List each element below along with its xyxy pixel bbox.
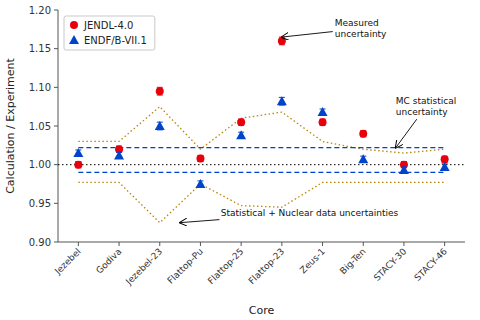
error-bar [320, 119, 326, 125]
x-tick-label: Flattop-25 [206, 246, 246, 286]
point [399, 165, 409, 174]
y-tick-label: 0.90 [29, 237, 51, 248]
error-bar [279, 37, 285, 45]
point [195, 179, 205, 188]
series-5 [73, 96, 449, 188]
point [318, 107, 328, 116]
x-tick-label: Zeus-1 [298, 246, 327, 275]
y-tick-label: 1.20 [29, 5, 51, 16]
y-tick-label: 1.15 [29, 43, 51, 54]
legend-marker [69, 35, 79, 44]
y-tick [54, 126, 58, 127]
annotation-line: MC statistical [396, 96, 456, 106]
y-tick-label: 0.95 [29, 198, 51, 209]
legend-label: JENDL-4.0 [83, 20, 133, 31]
annotation-text: Statistical + Nuclear data uncertainties [221, 208, 399, 218]
x-tick [322, 242, 323, 246]
error-bar [238, 119, 244, 125]
error-bar [442, 156, 448, 162]
band-line [78, 147, 444, 148]
x-tick [241, 242, 242, 246]
point [236, 130, 246, 139]
point [73, 148, 83, 157]
legend: JENDL-4.0 ENDF/B-VII.1 [64, 16, 155, 50]
y-tick [54, 242, 58, 243]
x-tick-label: Flattop-23 [247, 246, 287, 286]
y-tick [54, 10, 58, 11]
x-tick [78, 242, 79, 246]
point [114, 150, 124, 159]
x-tick [444, 242, 445, 246]
series-4 [74, 37, 448, 169]
annotations: MeasureduncertaintyMC statisticaluncerta… [180, 18, 456, 223]
point [278, 37, 286, 45]
x-tick [403, 242, 404, 246]
annotation-line: uncertainty [335, 29, 387, 39]
error-bar [360, 131, 366, 137]
x-tick [363, 242, 364, 246]
annotation-text: MC statisticaluncertainty [396, 96, 456, 117]
axes: 0.90 0.95 1.00 1.05 1.10 1.15 1.20 Jezebel Godiv… [29, 5, 465, 288]
legend-marker [70, 21, 78, 29]
annotation-line: Statistical + Nuclear data uncertainties [221, 208, 399, 218]
point [319, 118, 327, 126]
x-tick-label: STACY-30 [372, 246, 409, 283]
error-bar [197, 155, 203, 161]
annotation-arrow [282, 32, 333, 37]
annotation-text: Measureduncertainty [335, 18, 387, 39]
y-axis-label: Calculation / Experiment [4, 58, 17, 194]
point [359, 130, 367, 138]
x-tick-label: STACY-46 [412, 246, 449, 283]
y-tick-label: 1.10 [29, 82, 51, 93]
y-tick-label: 1.05 [29, 121, 51, 132]
x-tick [159, 242, 160, 246]
y-tick-label: 1.00 [29, 159, 51, 170]
plot-area [58, 37, 465, 223]
x-axis-label: Core [249, 304, 275, 317]
point [440, 162, 450, 171]
y-tick [54, 87, 58, 88]
point [196, 154, 204, 162]
annotation-line: Measured [335, 18, 379, 28]
x-tick [281, 242, 282, 246]
band-line [78, 107, 444, 153]
chart: 0.90 0.95 1.00 1.05 1.10 1.15 1.20 Jezebel Godiv… [0, 0, 480, 320]
band-line [78, 182, 444, 222]
band-line [78, 172, 444, 173]
point [156, 87, 164, 95]
x-tick-label: Godiva [94, 246, 123, 275]
error-bar [75, 162, 81, 168]
x-tick-label: Jezebel-23 [123, 246, 164, 287]
point [358, 154, 368, 163]
y-tick [54, 48, 58, 49]
x-tick [119, 242, 120, 246]
x-tick [200, 242, 201, 246]
legend-label: ENDF/B-VII.1 [84, 35, 147, 46]
y-tick [54, 164, 58, 165]
point [74, 161, 82, 169]
annotation-arrow [180, 220, 219, 223]
point [277, 96, 287, 105]
y-tick [54, 203, 58, 204]
point [237, 118, 245, 126]
error-bar [157, 87, 163, 95]
x-tick-label: Jezebel [52, 246, 83, 277]
point [155, 121, 165, 130]
annotation-arrow [396, 119, 417, 147]
annotation-line: uncertainty [396, 107, 448, 117]
legend-box [64, 16, 155, 50]
x-tick-label: Big-Ten [338, 246, 368, 276]
x-tick-label: Flattop-Pu [165, 246, 204, 285]
